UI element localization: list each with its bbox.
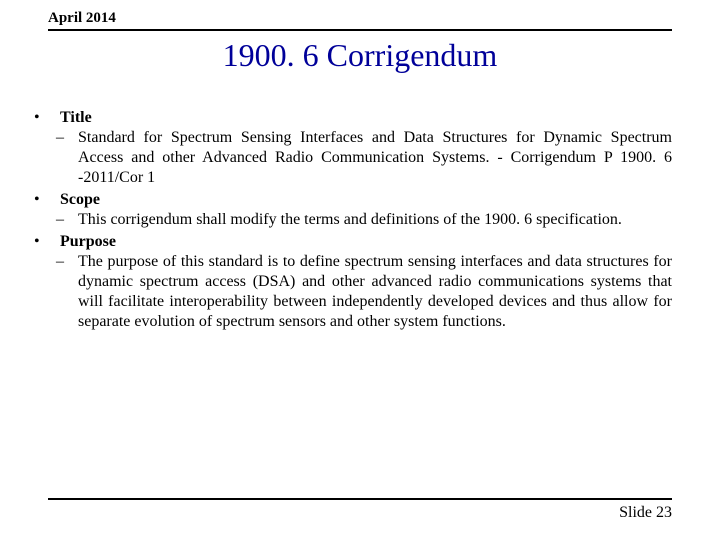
bullet-row: • Scope — [30, 190, 672, 210]
list-item: • Purpose – The purpose of this standard… — [30, 232, 672, 332]
bullet-icon: • — [30, 190, 60, 210]
footer-rule — [48, 498, 672, 500]
bullet-icon: • — [30, 232, 60, 252]
sub-text: Standard for Spectrum Sensing Interfaces… — [78, 128, 672, 188]
header: April 2014 1900. 6 Corrigendum — [48, 10, 672, 74]
list-item: • Title – Standard for Spectrum Sensing … — [30, 108, 672, 188]
dash-icon: – — [56, 210, 78, 230]
bullet-heading: Purpose — [60, 232, 116, 252]
header-rule — [48, 29, 672, 31]
bullet-icon: • — [30, 108, 60, 128]
slide-page: April 2014 1900. 6 Corrigendum • Title –… — [0, 0, 720, 540]
body-content: • Title – Standard for Spectrum Sensing … — [30, 108, 672, 334]
bullet-list: • Title – Standard for Spectrum Sensing … — [30, 108, 672, 332]
sub-text: This corrigendum shall modify the terms … — [78, 210, 672, 230]
slide-number: Slide 23 — [48, 504, 672, 522]
bullet-row: • Purpose — [30, 232, 672, 252]
bullet-heading: Scope — [60, 190, 100, 210]
sub-item: – Standard for Spectrum Sensing Interfac… — [56, 128, 672, 188]
dash-icon: – — [56, 252, 78, 332]
dash-icon: – — [56, 128, 78, 188]
sub-text: The purpose of this standard is to defin… — [78, 252, 672, 332]
footer: Slide 23 — [48, 498, 672, 522]
bullet-row: • Title — [30, 108, 672, 128]
header-date: April 2014 — [48, 10, 672, 29]
sub-item: – This corrigendum shall modify the term… — [56, 210, 672, 230]
list-item: • Scope – This corrigendum shall modify … — [30, 190, 672, 230]
sub-item: – The purpose of this standard is to def… — [56, 252, 672, 332]
page-title: 1900. 6 Corrigendum — [48, 37, 672, 74]
bullet-heading: Title — [60, 108, 92, 128]
